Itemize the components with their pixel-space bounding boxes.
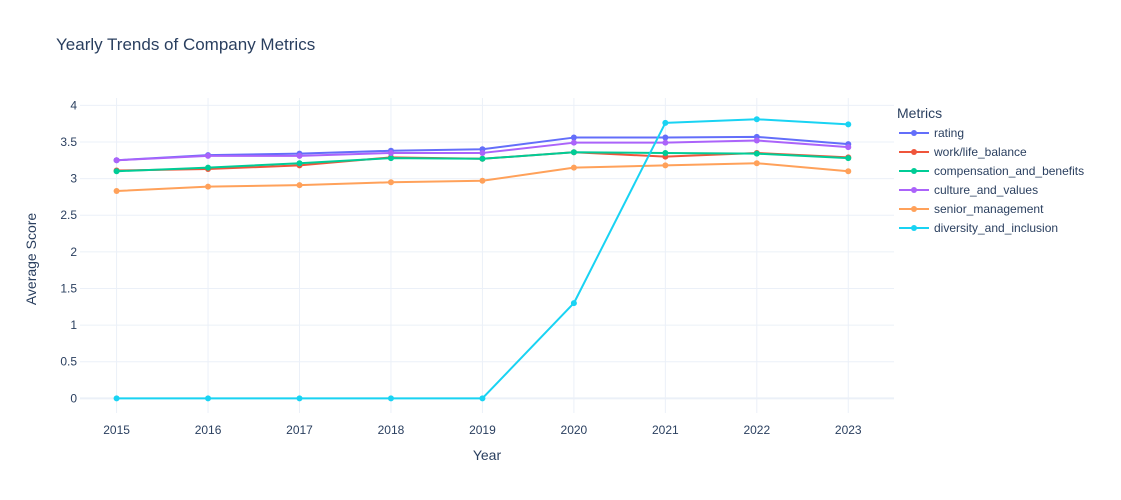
legend-item[interactable]: diversity_and_inclusion (899, 221, 1058, 235)
x-axis-ticks: 2015 2016 2017 2018 2019 2020 2021 2022 2023 (103, 423, 862, 437)
legend-swatch-marker (911, 130, 917, 136)
data-point[interactable] (570, 164, 577, 171)
data-point[interactable] (205, 164, 212, 171)
data-point[interactable] (387, 395, 394, 402)
legend-swatch-marker (911, 168, 917, 174)
legend-swatch-marker (911, 149, 917, 155)
legend-item[interactable]: culture_and_values (899, 183, 1038, 197)
legend-item[interactable]: rating (899, 126, 964, 140)
data-point[interactable] (662, 162, 669, 169)
data-point[interactable] (113, 168, 120, 175)
data-point[interactable] (662, 149, 669, 156)
data-point[interactable] (570, 149, 577, 156)
y-tick-label: 2 (70, 245, 77, 259)
data-point[interactable] (662, 139, 669, 146)
data-point[interactable] (479, 395, 486, 402)
data-point[interactable] (113, 395, 120, 402)
data-point[interactable] (479, 177, 486, 184)
series-diversity-and-inclusion[interactable] (113, 116, 852, 402)
data-point[interactable] (570, 139, 577, 146)
data-point[interactable] (845, 121, 852, 128)
y-tick-label: 0 (70, 391, 77, 405)
grid-layer (80, 98, 894, 413)
data-point[interactable] (113, 157, 120, 164)
x-tick-label: 2016 (195, 423, 222, 437)
legend-swatch-marker (911, 225, 917, 231)
data-point[interactable] (205, 183, 212, 190)
x-tick-label: 2023 (835, 423, 862, 437)
data-point[interactable] (753, 160, 760, 167)
y-tick-label: 1 (70, 318, 77, 332)
legend-label: rating (934, 126, 964, 140)
legend-label: culture_and_values (934, 183, 1038, 197)
x-tick-label: 2021 (652, 423, 679, 437)
legend-label: diversity_and_inclusion (934, 221, 1058, 235)
chart-title: Yearly Trends of Company Metrics (56, 35, 315, 54)
y-tick-label: 0.5 (60, 355, 77, 369)
x-axis-title: Year (473, 447, 502, 463)
data-point[interactable] (296, 152, 303, 159)
legend-swatch-marker (911, 187, 917, 193)
legend-title: Metrics (897, 105, 942, 121)
data-point[interactable] (205, 152, 212, 159)
data-point[interactable] (662, 119, 669, 126)
data-point[interactable] (205, 395, 212, 402)
data-point[interactable] (753, 116, 760, 123)
data-point[interactable] (113, 188, 120, 195)
y-tick-label: 2.5 (60, 208, 77, 222)
data-point[interactable] (387, 179, 394, 186)
data-point[interactable] (570, 300, 577, 307)
series-compensation-and-benefits[interactable] (113, 149, 852, 175)
legend-label: senior_management (934, 202, 1044, 216)
data-point[interactable] (753, 150, 760, 157)
x-tick-label: 2018 (378, 423, 405, 437)
y-tick-label: 3 (70, 172, 77, 186)
data-point[interactable] (845, 155, 852, 162)
data-point[interactable] (570, 134, 577, 141)
data-point[interactable] (296, 182, 303, 189)
legend-label: work/life_balance (933, 145, 1027, 159)
x-tick-label: 2019 (469, 423, 496, 437)
legend[interactable]: Metrics rating work/life_balance compensat… (897, 105, 1084, 235)
data-point[interactable] (387, 149, 394, 156)
data-point[interactable] (479, 149, 486, 156)
series-layer (113, 116, 852, 402)
y-tick-label: 3.5 (60, 135, 77, 149)
legend-item[interactable]: senior_management (899, 202, 1044, 216)
legend-item[interactable]: compensation_and_benefits (899, 164, 1084, 178)
data-point[interactable] (662, 134, 669, 141)
x-tick-label: 2017 (286, 423, 313, 437)
legend-swatch-marker (911, 206, 917, 212)
legend-item[interactable]: work/life_balance (899, 145, 1027, 159)
data-point[interactable] (845, 144, 852, 151)
series-senior-management[interactable] (113, 160, 852, 195)
data-point[interactable] (479, 155, 486, 162)
data-point[interactable] (387, 155, 394, 162)
y-axis-title: Average Score (23, 213, 39, 306)
y-tick-label: 1.5 (60, 281, 77, 295)
legend-label: compensation_and_benefits (934, 164, 1084, 178)
y-tick-label: 4 (70, 98, 77, 112)
x-tick-label: 2022 (743, 423, 770, 437)
y-axis-ticks: 0 0.5 1 1.5 2 2.5 3 3.5 4 (60, 98, 77, 405)
x-tick-label: 2015 (103, 423, 130, 437)
data-point[interactable] (845, 168, 852, 175)
data-point[interactable] (296, 395, 303, 402)
x-tick-label: 2020 (561, 423, 588, 437)
data-point[interactable] (753, 137, 760, 144)
series-culture-and-values[interactable] (113, 137, 852, 164)
data-point[interactable] (296, 160, 303, 167)
